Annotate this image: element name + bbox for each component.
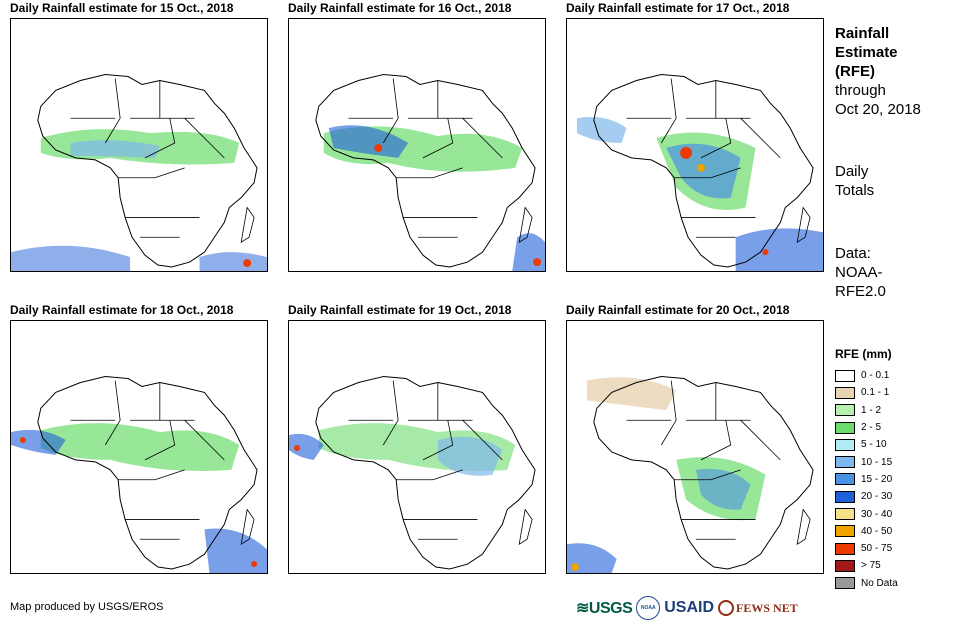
legend-label: No Data — [861, 577, 898, 589]
legend-label: 15 - 20 — [861, 473, 893, 485]
panel-title: Daily Rainfall estimate for 16 Oct., 201… — [288, 1, 512, 15]
side-title-line1: Rainfall — [835, 25, 890, 42]
legend-label: 20 - 30 — [861, 491, 893, 503]
panel-17-oct: Daily Rainfall estimate for 17 Oct., 201… — [566, 0, 824, 272]
legend-item: 0.1 - 1 — [835, 384, 898, 401]
legend-item: 50 - 75 — [835, 540, 898, 557]
rain-areas — [576, 116, 823, 271]
legend-label: 2 - 5 — [861, 422, 882, 434]
legend-swatch — [835, 525, 855, 538]
side-data-line2: NOAA- — [835, 264, 883, 281]
rainfall-map — [10, 320, 268, 574]
legend-swatch — [835, 490, 855, 503]
side-title-block: Rainfall Estimate (RFE) through Oct 20, … — [835, 24, 921, 119]
usaid-logo: USAID — [664, 599, 715, 616]
panel-15-oct: Daily Rainfall estimate for 15 Oct., 201… — [10, 0, 268, 272]
legend-swatch — [835, 473, 855, 486]
rainfall-map — [566, 18, 824, 272]
legend-label: 40 - 50 — [861, 525, 893, 537]
legend-item: 40 - 50 — [835, 523, 898, 540]
side-daily-line2: Totals — [835, 182, 875, 199]
side-date: Oct 20, 2018 — [835, 101, 921, 118]
rain-areas — [11, 129, 267, 271]
legend: 0 - 0.1 0.1 - 1 1 - 2 2 - 5 5 - 10 10 - 15 15 … — [835, 367, 898, 592]
side-data-line1: Data: — [835, 245, 871, 262]
panel-title: Daily Rainfall estimate for 17 Oct., 201… — [566, 1, 790, 15]
legend-label: 0 - 0.1 — [861, 370, 890, 382]
legend-label: 1 - 2 — [861, 404, 882, 416]
legend-swatch — [835, 438, 855, 451]
side-data-block: Data: NOAA- RFE2.0 — [835, 244, 886, 301]
rainfall-map — [566, 320, 824, 574]
rain-areas — [323, 125, 545, 271]
legend-swatch — [835, 369, 855, 382]
legend-label: 0.1 - 1 — [861, 387, 890, 399]
legend-swatch — [835, 456, 855, 469]
panel-18-oct: Daily Rainfall estimate for 18 Oct., 201… — [10, 302, 268, 574]
fews-net-logo: FEWS NET — [718, 600, 798, 616]
legend-label: 30 - 40 — [861, 508, 893, 520]
legend-swatch — [835, 421, 855, 434]
legend-swatch — [835, 559, 855, 572]
side-title-line3: (RFE) — [835, 63, 875, 80]
rainfall-map — [288, 320, 546, 574]
legend-item: 0 - 0.1 — [835, 367, 898, 384]
credit-text: Map produced by USGS/EROS — [10, 601, 164, 613]
side-title-line2: Estimate — [835, 44, 898, 61]
legend-item: No Data — [835, 575, 898, 592]
legend-item: 1 - 2 — [835, 402, 898, 419]
usgs-logo: ≋USGS — [576, 600, 633, 617]
legend-label: 50 - 75 — [861, 543, 893, 555]
panel-16-oct: Daily Rainfall estimate for 16 Oct., 201… — [288, 0, 546, 272]
side-daily-block: Daily Totals — [835, 162, 874, 200]
legend-item: 5 - 10 — [835, 436, 898, 453]
legend-swatch — [835, 508, 855, 521]
panel-title: Daily Rainfall estimate for 20 Oct., 201… — [566, 303, 790, 317]
legend-label: 10 - 15 — [861, 456, 893, 468]
rainfall-map — [10, 18, 268, 272]
rain-areas — [11, 423, 267, 573]
legend-swatch — [835, 577, 855, 590]
legend-title: RFE (mm) — [835, 347, 892, 361]
panel-title: Daily Rainfall estimate for 19 Oct., 201… — [288, 303, 512, 317]
legend-label: 5 - 10 — [861, 439, 887, 451]
panel-title: Daily Rainfall estimate for 15 Oct., 201… — [10, 1, 234, 15]
legend-item: 30 - 40 — [835, 505, 898, 522]
panel-20-oct: Daily Rainfall estimate for 20 Oct., 201… — [566, 302, 824, 574]
legend-item: 2 - 5 — [835, 419, 898, 436]
panel-19-oct: Daily Rainfall estimate for 19 Oct., 201… — [288, 302, 546, 574]
legend-item: 15 - 20 — [835, 471, 898, 488]
legend-swatch — [835, 386, 855, 399]
legend-item: 20 - 30 — [835, 488, 898, 505]
side-through: through — [835, 82, 886, 99]
legend-label: > 75 — [861, 560, 881, 572]
rainfall-map — [288, 18, 546, 272]
legend-item: 10 - 15 — [835, 453, 898, 470]
noaa-logo: NOAA — [636, 596, 661, 620]
rain-areas — [289, 423, 516, 476]
legend-swatch — [835, 542, 855, 555]
side-daily-line1: Daily — [835, 163, 869, 180]
fews-globe-icon — [718, 600, 735, 616]
legend-swatch — [835, 404, 855, 417]
panel-title: Daily Rainfall estimate for 18 Oct., 201… — [10, 303, 234, 317]
partner-logos: ≋USGS NOAA USAID FEWS NET — [576, 595, 798, 621]
legend-item: > 75 — [835, 557, 898, 574]
side-data-line3: RFE2.0 — [835, 283, 886, 300]
rain-areas — [567, 377, 766, 573]
